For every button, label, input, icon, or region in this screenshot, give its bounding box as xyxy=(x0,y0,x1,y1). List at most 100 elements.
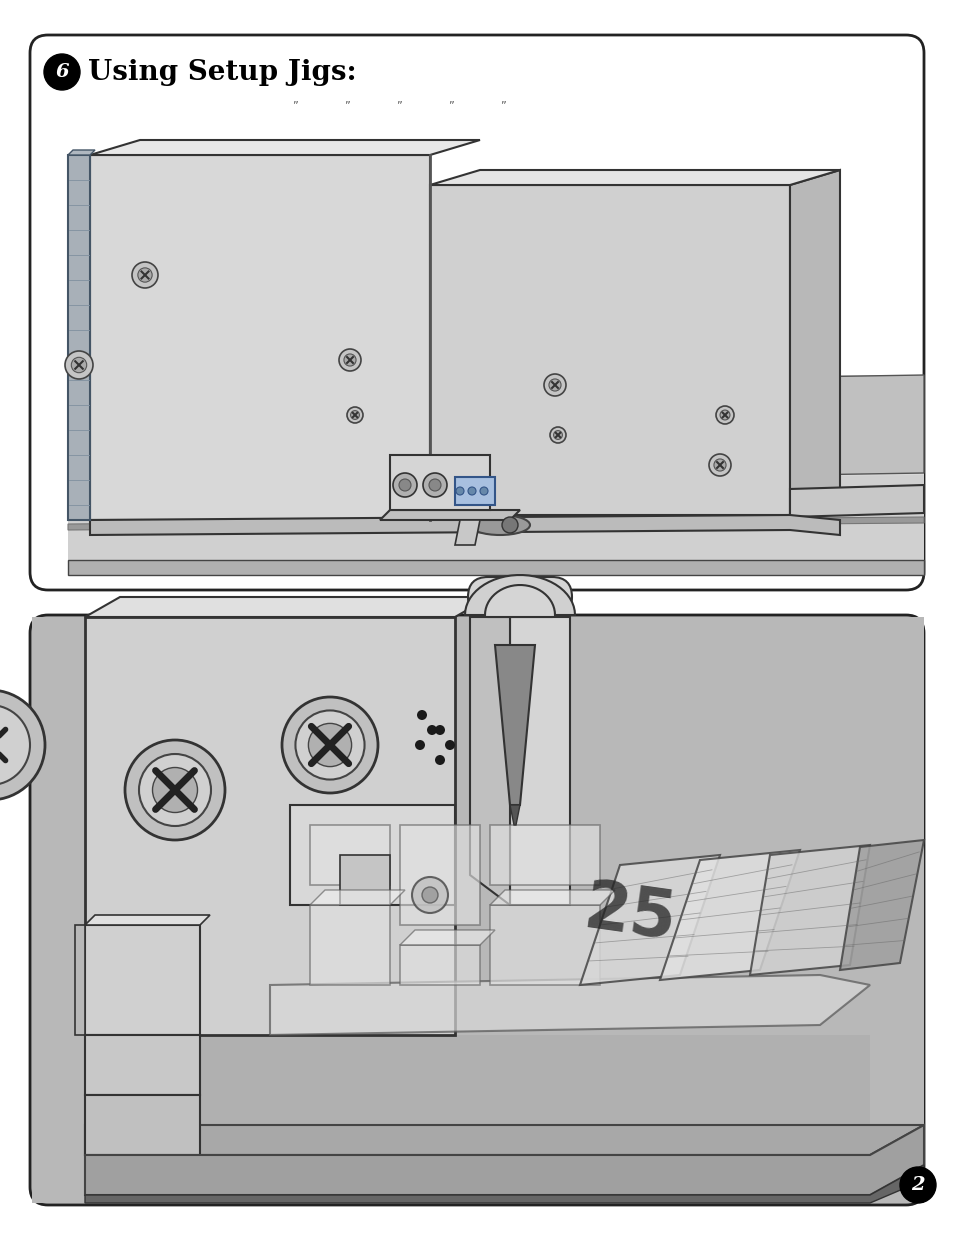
Polygon shape xyxy=(68,156,90,520)
Circle shape xyxy=(427,725,436,735)
Circle shape xyxy=(435,755,444,764)
Polygon shape xyxy=(579,855,720,986)
Polygon shape xyxy=(85,925,200,1035)
Polygon shape xyxy=(85,597,490,618)
Polygon shape xyxy=(310,905,390,986)
Polygon shape xyxy=(464,576,575,615)
Circle shape xyxy=(415,740,424,750)
Polygon shape xyxy=(32,618,923,1203)
Circle shape xyxy=(344,354,355,366)
Polygon shape xyxy=(659,850,800,981)
Circle shape xyxy=(44,54,80,90)
Circle shape xyxy=(716,406,733,424)
Polygon shape xyxy=(85,618,455,1035)
Circle shape xyxy=(308,724,352,767)
Text: 6: 6 xyxy=(55,63,69,82)
Polygon shape xyxy=(510,805,519,825)
FancyBboxPatch shape xyxy=(30,35,923,590)
Text: ”: ” xyxy=(395,100,401,110)
Polygon shape xyxy=(68,375,923,576)
Polygon shape xyxy=(470,618,510,905)
Text: Using Setup Jigs:: Using Setup Jigs: xyxy=(88,58,356,85)
Circle shape xyxy=(125,740,225,840)
Polygon shape xyxy=(85,1035,200,1095)
Polygon shape xyxy=(85,1095,200,1155)
Polygon shape xyxy=(390,454,490,510)
Circle shape xyxy=(720,410,729,420)
Circle shape xyxy=(347,408,363,424)
Circle shape xyxy=(550,427,565,443)
Polygon shape xyxy=(430,170,840,185)
Circle shape xyxy=(152,767,197,813)
Circle shape xyxy=(713,459,725,471)
Circle shape xyxy=(543,374,565,396)
Text: ”: ” xyxy=(499,100,505,110)
Circle shape xyxy=(501,517,517,534)
Text: ”: ” xyxy=(344,100,350,110)
Circle shape xyxy=(71,357,87,373)
Circle shape xyxy=(429,479,440,492)
Circle shape xyxy=(393,473,416,496)
Circle shape xyxy=(444,740,455,750)
Circle shape xyxy=(132,262,158,288)
Polygon shape xyxy=(68,487,923,500)
Polygon shape xyxy=(290,805,455,905)
Circle shape xyxy=(479,487,488,495)
Polygon shape xyxy=(90,156,430,520)
Circle shape xyxy=(548,379,560,391)
Polygon shape xyxy=(399,825,479,925)
Polygon shape xyxy=(90,140,479,156)
Circle shape xyxy=(899,1167,935,1203)
Polygon shape xyxy=(90,515,840,535)
Circle shape xyxy=(468,487,476,495)
Polygon shape xyxy=(800,375,923,475)
Circle shape xyxy=(338,350,360,370)
Polygon shape xyxy=(68,517,923,530)
Polygon shape xyxy=(310,890,405,905)
Polygon shape xyxy=(749,845,869,974)
Polygon shape xyxy=(339,855,390,905)
Polygon shape xyxy=(490,890,615,905)
Polygon shape xyxy=(85,1035,869,1155)
Circle shape xyxy=(65,351,92,379)
Circle shape xyxy=(282,697,377,793)
Circle shape xyxy=(416,710,427,720)
Circle shape xyxy=(553,431,562,440)
Polygon shape xyxy=(490,825,599,885)
Circle shape xyxy=(398,479,411,492)
Polygon shape xyxy=(840,840,923,969)
Circle shape xyxy=(0,690,45,800)
Polygon shape xyxy=(455,520,479,545)
Text: ”: ” xyxy=(448,100,454,110)
Circle shape xyxy=(137,268,152,282)
Polygon shape xyxy=(789,170,840,515)
Polygon shape xyxy=(85,1125,923,1155)
Polygon shape xyxy=(495,645,535,805)
Circle shape xyxy=(456,487,463,495)
Circle shape xyxy=(708,454,730,475)
Circle shape xyxy=(412,877,448,913)
Circle shape xyxy=(351,410,359,420)
Circle shape xyxy=(0,705,30,785)
Polygon shape xyxy=(270,974,869,1035)
Polygon shape xyxy=(789,485,923,517)
Ellipse shape xyxy=(470,515,530,535)
Polygon shape xyxy=(75,925,85,1035)
Polygon shape xyxy=(68,559,923,576)
Polygon shape xyxy=(399,930,495,945)
Circle shape xyxy=(295,710,364,779)
Polygon shape xyxy=(85,1125,923,1195)
Polygon shape xyxy=(399,945,479,986)
Text: 2: 2 xyxy=(910,1176,923,1194)
Polygon shape xyxy=(68,375,923,485)
Polygon shape xyxy=(379,510,519,520)
FancyBboxPatch shape xyxy=(468,577,572,618)
Polygon shape xyxy=(310,825,390,885)
Polygon shape xyxy=(455,477,495,505)
FancyBboxPatch shape xyxy=(32,618,921,1203)
Polygon shape xyxy=(510,618,569,905)
Text: ”: ” xyxy=(292,100,297,110)
Polygon shape xyxy=(85,1165,923,1203)
Polygon shape xyxy=(430,185,789,515)
Circle shape xyxy=(139,755,211,826)
